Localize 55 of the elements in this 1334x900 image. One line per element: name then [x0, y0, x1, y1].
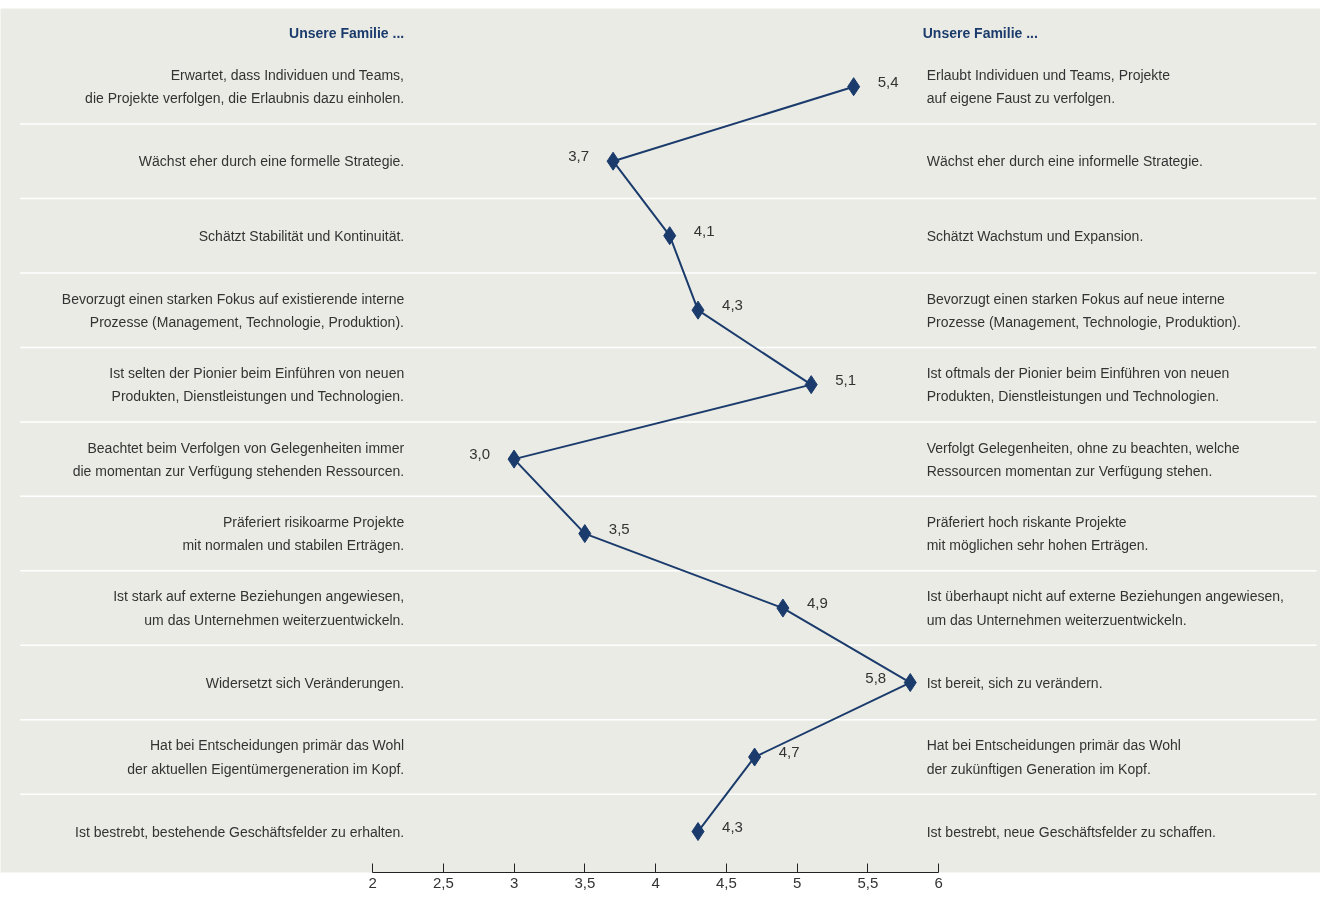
x-tick-label: 6 — [934, 873, 943, 891]
point — [776, 598, 790, 618]
data-label: 5,8 — [865, 668, 887, 686]
data-label: 4,9 — [806, 594, 828, 612]
y2-tick-label: Ist bestrebt, neue Geschäftsfelder zu schaffen. — [926, 823, 1216, 840]
x-tick-label: 2 — [368, 873, 377, 891]
data-label: 5,1 — [835, 370, 857, 388]
y-tick-label: Beachtet beim Verfolgen von Gelegenheiten immer die momentan zur Verfügung stehenden Ressourcen. — [72, 439, 405, 479]
data-label: 5,4 — [877, 72, 899, 90]
y-tick-label: Bevorzugt einen starken Fokus auf existierende interne Prozesse (Management, Technologie, Produktion). — [61, 290, 405, 330]
y2-tick-label: Wächst eher durch eine informelle Strategie. — [926, 153, 1203, 170]
y-tick-label: Schätzt Stabilität und Kontinuität. — [198, 227, 405, 244]
point — [691, 300, 705, 320]
y2-tick-label: Präferiert hoch riskante Projekte mit möglichen sehr hohen Erträgen. — [926, 514, 1149, 554]
y2-tick-label: Schätzt Wachstum und Expansion. — [926, 227, 1144, 244]
point — [903, 673, 917, 693]
data-label: 4,3 — [722, 296, 743, 314]
x-tick-label: 5,5 — [857, 873, 879, 891]
data-label: 4,3 — [722, 817, 743, 835]
y2-tick-label: Ist überhaupt nicht auf externe Beziehungen angewiesen, um das Unternehmen weiterzuentwickeln. — [926, 588, 1284, 628]
data-label: 3,5 — [608, 519, 630, 537]
point — [847, 77, 861, 97]
y2-tick-label: Verfolgt Gelegenheiten, ohne zu beachten, welche Ressourcen momentan zur Verfügung stehen. — [926, 439, 1240, 479]
x-tick-label: 3,5 — [574, 873, 596, 891]
y2-tick-label: Ist bereit, sich zu verändern. — [926, 674, 1103, 691]
y-axis-title: Unsere Familie ... — [289, 25, 405, 42]
y2-tick-label: Erlaubt Individuen und Teams, Projekte auf eigene Faust zu verfolgen. — [926, 67, 1171, 107]
point — [804, 375, 818, 395]
x-tick-label: 5 — [792, 873, 802, 891]
y-tick-label: Hat bei Entscheidungen primär das Wohl der aktuellen Eigentümergeneration im Kopf. — [127, 737, 405, 777]
point — [507, 449, 521, 469]
y2-axis-title: Unsere Familie ... — [922, 25, 1038, 42]
x-tick-label: 2,5 — [432, 873, 454, 891]
data-label: 3,0 — [469, 445, 491, 463]
y-tick-label: Ist bestrebt, bestehende Geschäftsfelder zu erhalten. — [75, 823, 405, 840]
data-label: 4,1 — [693, 221, 715, 239]
y-tick-label: Erwartet, dass Individuen und Teams, die Projekte verfolgen, die Erlaubnis dazu einholen. — [85, 67, 405, 107]
data-label: 4,7 — [778, 743, 800, 761]
y-tick-label: Präferiert risikoarme Projekte mit normalen und stabilen Erträgen. — [182, 514, 405, 554]
point — [691, 822, 705, 842]
y-tick-label: Ist stark auf externe Beziehungen angewiesen, um das Unternehmen weiterzuentwickeln. — [113, 588, 405, 628]
y2-tick-label: Ist oftmals der Pionier beim Einführen von neuen Produkten, Dienstleistungen und Technologien. — [926, 365, 1230, 405]
point — [663, 226, 677, 246]
y-tick-label: Widersetzt sich Veränderungen. — [205, 674, 405, 691]
y-tick-label: Wächst eher durch eine formelle Strategie. — [138, 153, 405, 170]
x-tick-label: 4 — [651, 873, 660, 891]
point — [748, 747, 762, 767]
y2-tick-label: Hat bei Entscheidungen primär das Wohl der zukünftigen Generation im Kopf. — [926, 737, 1181, 777]
x-tick-label: 3 — [509, 873, 519, 891]
y2-tick-label: Bevorzugt einen starken Fokus auf neue interne Prozesse (Management, Technologie, Produktion). — [926, 290, 1241, 330]
point — [578, 524, 592, 544]
x-tick-label: 4,5 — [715, 873, 737, 891]
y-tick-label: Ist selten der Pionier beim Einführen von neuen Produkten, Dienstleistungen und Technologien. — [109, 365, 405, 405]
data-label: 3,7 — [568, 147, 590, 165]
point — [606, 151, 620, 171]
